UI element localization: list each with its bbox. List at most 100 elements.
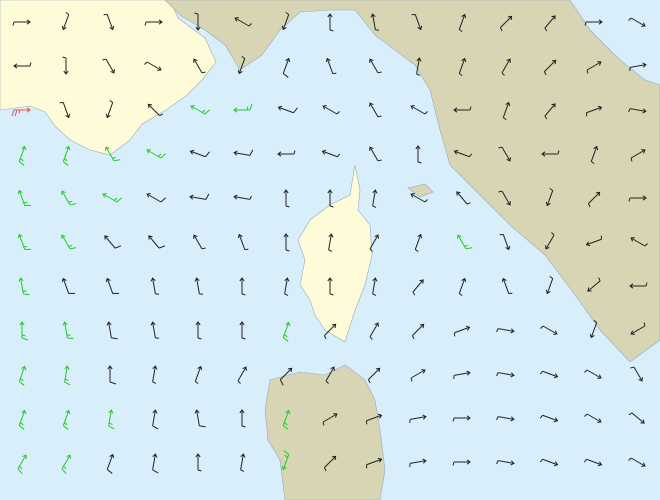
wind-barb	[367, 367, 381, 384]
wind-barb	[457, 234, 473, 250]
wind-barb	[369, 234, 379, 252]
wind-barb	[284, 277, 290, 296]
wind-barb	[325, 57, 337, 75]
wind-barb	[146, 149, 166, 159]
wind-barb	[370, 13, 380, 31]
wind-barb	[62, 409, 71, 430]
wind-barb	[277, 105, 298, 114]
corsica	[297, 164, 373, 343]
wind-barb	[62, 321, 74, 340]
elba	[407, 183, 434, 198]
wind-barb	[62, 56, 69, 75]
wind-barb	[496, 372, 515, 378]
wind-barb	[539, 370, 559, 379]
wind-barb	[453, 149, 473, 158]
wind-barb	[453, 325, 471, 337]
wind-barb	[590, 145, 599, 165]
wind-barb	[628, 457, 646, 467]
wind-barb	[59, 101, 71, 119]
wind-barb	[283, 233, 290, 252]
wind-barb	[189, 193, 210, 200]
wind-barb	[321, 149, 341, 158]
wind-barb	[103, 13, 115, 31]
wind-barb	[193, 234, 206, 250]
wind-barb	[233, 194, 252, 200]
wind-barb	[456, 191, 471, 205]
wind-barb	[369, 322, 379, 340]
wind-barb	[502, 101, 511, 121]
wind-barb	[322, 105, 340, 115]
wind-barb	[545, 232, 555, 250]
wind-barb	[544, 15, 556, 32]
wind-barb	[629, 282, 648, 289]
wind-barb	[281, 11, 290, 31]
wind-barbs	[11, 11, 648, 474]
wind-barb	[545, 275, 554, 295]
wind-barb	[628, 17, 646, 27]
wind-barb	[587, 277, 601, 292]
wind-barb	[147, 103, 164, 117]
wind-barb	[452, 415, 471, 422]
wind-barb	[585, 235, 603, 247]
wind-barb	[410, 369, 426, 382]
wind-barb	[416, 57, 422, 76]
wind-barb	[586, 61, 602, 74]
wind-barb	[233, 103, 253, 113]
wind-barb	[104, 235, 122, 249]
wind-barb	[539, 458, 559, 467]
wind-barb	[194, 12, 201, 31]
wind-barb	[543, 59, 557, 76]
france	[0, 0, 217, 156]
wind-barb	[150, 321, 160, 339]
wind-barb	[452, 459, 471, 466]
wind-barb	[102, 193, 122, 203]
wind-barb	[105, 277, 120, 295]
italy	[164, 0, 660, 363]
wind-barb	[628, 108, 647, 114]
wind-barb	[105, 99, 114, 119]
wind-barb	[107, 365, 117, 385]
wind-barb	[64, 365, 71, 386]
wind-barb	[61, 454, 71, 474]
wind-barb	[372, 277, 378, 296]
wind-barb	[144, 61, 162, 71]
wind-barb	[458, 57, 467, 77]
wind-barb	[414, 233, 423, 253]
wind-barb	[327, 189, 334, 208]
wind-barb	[453, 370, 471, 380]
wind-barb	[458, 277, 467, 297]
wind-barb	[545, 187, 554, 207]
wind-barb	[584, 369, 602, 379]
wind-barb	[409, 414, 427, 424]
wind-barb	[17, 189, 32, 207]
wind-barb	[190, 105, 210, 115]
wind-barb	[410, 105, 428, 115]
wind-barb	[61, 234, 77, 250]
wind-barb	[152, 365, 158, 384]
wind-barb	[587, 191, 601, 208]
wind-barb	[237, 366, 247, 384]
wind-barb	[630, 237, 648, 247]
wind-barb	[194, 409, 206, 428]
wind-barb	[498, 146, 511, 162]
wind-barb	[237, 233, 249, 251]
wind-barb	[458, 13, 467, 33]
wind-barb	[17, 233, 32, 251]
wind-barb	[152, 453, 159, 474]
wind-barb	[630, 322, 646, 335]
wind-barb	[144, 19, 163, 26]
wind-barb	[496, 328, 515, 334]
wind-barb	[234, 17, 252, 27]
wind-barb	[584, 413, 602, 423]
wind-barb	[237, 55, 246, 75]
wind-barb	[277, 150, 296, 157]
wind-barb	[409, 458, 427, 468]
wind-barb	[108, 409, 115, 430]
wind-barb	[152, 409, 159, 430]
wind-barb	[61, 190, 77, 206]
wind-barb	[415, 145, 422, 164]
wind-barb	[193, 58, 206, 74]
wind-barb	[585, 105, 603, 117]
